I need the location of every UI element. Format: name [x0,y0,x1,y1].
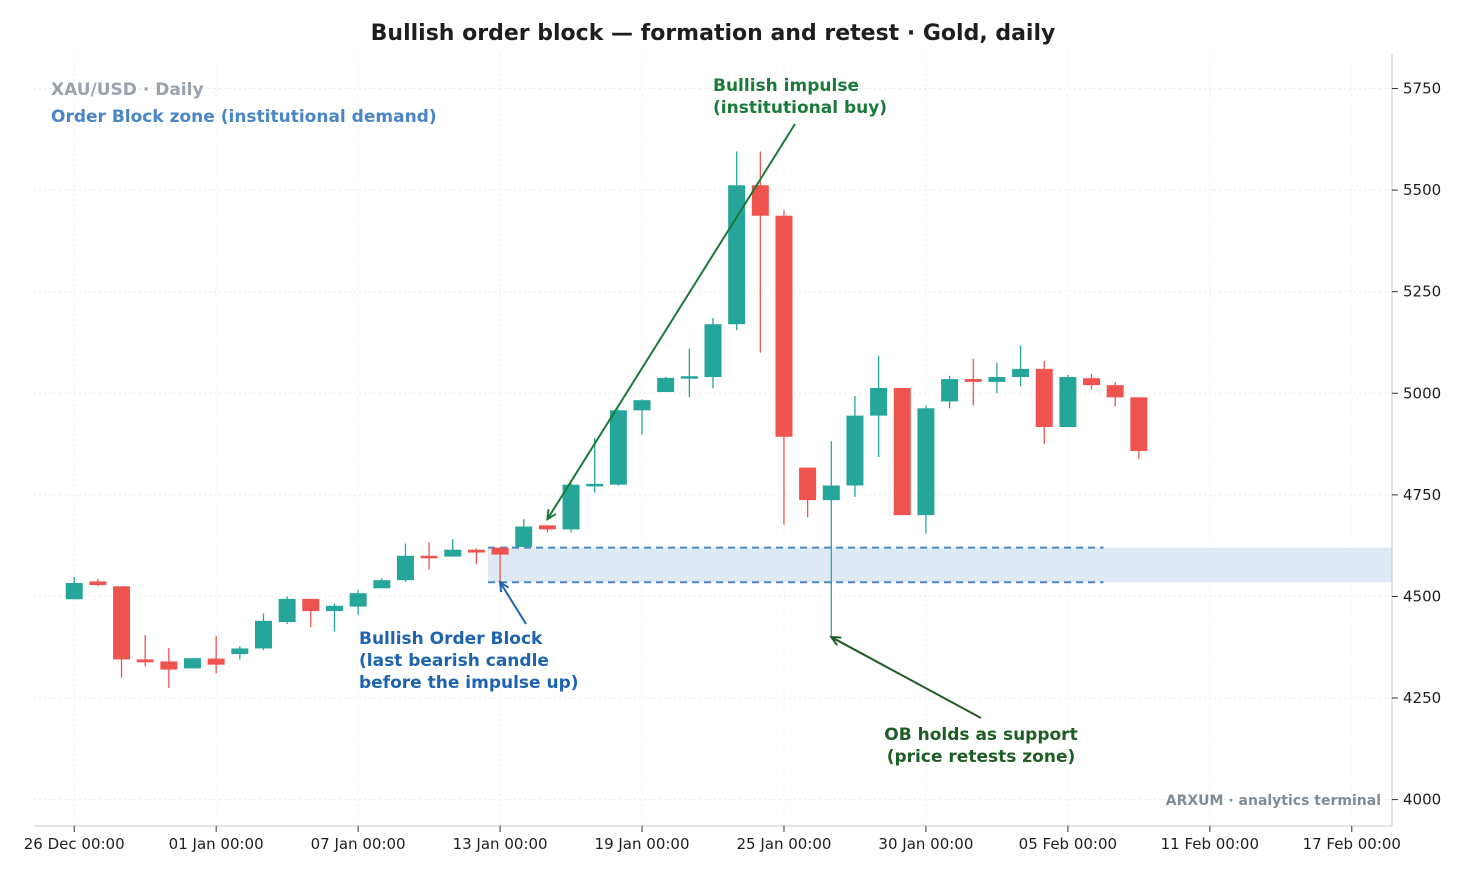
candle-body [184,658,202,669]
candle-body [491,547,509,555]
impulse-annotation: Bullish impulse (institutional buy) [713,76,887,118]
y-tick-label: 5000 [1403,384,1441,402]
candle-body [870,387,888,416]
y-tick-label: 4500 [1403,587,1441,605]
candle-body [1106,385,1124,398]
order-block-annotation-line: (last bearish candle [359,651,549,671]
candles [65,151,1148,688]
candle-body [1059,377,1077,427]
candle-body [704,324,722,378]
y-tick-label: 4000 [1403,791,1441,809]
y-axis-ticks: 4000 4250 4500 4750 5000 5250 5500 5750 [1392,80,1441,809]
impulse-arrow [546,123,796,520]
candle-body [657,377,675,393]
x-tick-label: 11 Feb 00:00 [1161,835,1259,853]
candle-body [207,658,225,665]
candle-body [160,661,178,670]
candle-body [538,525,556,530]
candle-body [1130,397,1148,451]
retest-arrow-head [829,635,842,646]
impulse-annotation-line: Bullish impulse [713,76,859,96]
x-tick-label: 25 Jan 00:00 [736,835,831,853]
y-tick-label: 4750 [1403,486,1441,504]
x-tick-label: 26 Dec 00:00 [24,835,125,853]
candle-body [1012,368,1030,378]
candle-body [420,555,438,559]
symbol-label: XAU/USD · Daily [51,80,204,100]
y-tick-label: 5250 [1403,283,1441,301]
candle-body [609,410,627,485]
grid [34,54,1392,826]
candle-body [515,526,533,547]
annotations: Bullish impulse (institutional buy)Bullis… [359,76,1078,767]
candle-body [1035,368,1053,427]
zone-legend-label: Order Block zone (institutional demand) [51,107,437,127]
candle-body [917,408,935,516]
candle-body [846,415,864,486]
order-block-annotation-line: Bullish Order Block [359,629,543,649]
chart-title: Bullish order block — formation and rete… [371,21,1056,46]
candle-body [822,485,840,501]
watermark: ARXUM · analytics terminal [1166,793,1381,809]
candle-body [586,483,604,487]
x-tick-label: 30 Jan 00:00 [878,835,973,853]
candle-body [373,580,391,589]
candle-body [65,583,83,600]
x-tick-label: 13 Jan 00:00 [453,835,548,853]
x-tick-label: 01 Jan 00:00 [169,835,264,853]
x-tick-label: 07 Jan 00:00 [311,835,406,853]
candle-body [396,555,414,581]
order-block-arrow-head [498,580,510,593]
order-block-annotation-line: before the impulse up) [359,673,579,693]
x-tick-label: 17 Feb 00:00 [1303,835,1401,853]
candle-body [775,215,793,437]
candle-body [278,598,296,623]
candle-body [562,484,580,530]
candle-body [633,400,651,411]
retest-annotation-line: OB holds as support [884,725,1077,745]
y-tick-label: 4250 [1403,689,1441,707]
candle-body [254,620,272,649]
order-block-annotation: Bullish Order Block (last bearish candle b… [359,629,579,693]
candle-body [893,387,911,516]
x-tick-label: 19 Jan 00:00 [595,835,690,853]
x-axis-ticks: 26 Dec 00:00 01 Jan 00:00 07 Jan 00:00 13 J… [24,826,1401,853]
candle-body [136,659,154,663]
candle-body [988,377,1006,382]
y-tick-label: 5500 [1403,181,1441,199]
impulse-arrow-head [546,509,557,522]
candle-body [325,605,343,612]
candle-body [467,549,485,553]
candle-body [964,379,982,382]
candle-body [799,467,817,501]
candle-body [302,598,320,612]
x-tick-label: 05 Feb 00:00 [1019,835,1117,853]
retest-arrow [830,636,982,719]
candle-body [444,549,462,557]
candle-body [113,586,131,660]
retest-annotation-line: (price retests zone) [887,747,1076,767]
candle-body [680,376,698,379]
impulse-annotation-line: (institutional buy) [713,98,887,118]
candle-body [1083,378,1101,386]
candle-body [231,648,249,655]
candle-body [349,593,367,607]
candle-body [728,185,746,325]
candle-body [941,379,959,402]
candle-body [89,581,107,586]
candle-body [751,185,769,216]
y-tick-label: 5750 [1403,80,1441,98]
order-block-zone [488,547,1392,583]
retest-annotation: OB holds as support (price retests zone) [884,725,1077,767]
order-block-arrow [499,581,527,625]
